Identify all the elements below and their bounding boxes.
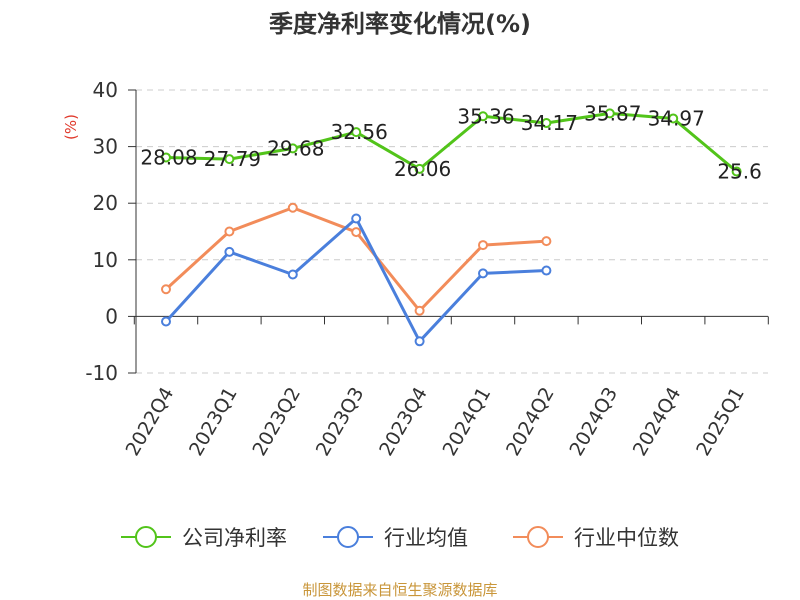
data-label: 32.56 [331, 120, 388, 144]
data-point [541, 236, 552, 247]
data-label: 27.79 [204, 147, 261, 171]
data-point [414, 163, 425, 174]
series-line [165, 111, 738, 173]
y-tick-label: 10 [93, 248, 118, 272]
data-label: 25.6 [717, 160, 762, 184]
data-point [668, 113, 679, 124]
x-tick-label: 2023Q4 [375, 384, 432, 460]
data-point [351, 213, 362, 224]
data-point [541, 117, 552, 128]
data-point [541, 265, 552, 276]
data-point [478, 240, 488, 251]
data-point [224, 154, 235, 165]
legend-label: 行业中位数 [574, 526, 679, 550]
x-tick-label: 2023Q1 [185, 384, 242, 460]
data-point [287, 269, 298, 280]
data-point [351, 127, 362, 138]
y-tick-label: 30 [93, 135, 118, 159]
data-point [478, 111, 488, 122]
y-tick-label: 0 [105, 304, 118, 328]
data-label: 26.06 [394, 157, 451, 181]
x-tick-label: 2023Q3 [312, 384, 369, 460]
y-axis-unit-label: (%) [62, 114, 80, 140]
data-point [161, 152, 171, 163]
data-label: 35.36 [457, 104, 514, 128]
legend-marker [337, 526, 359, 548]
data-point [224, 226, 235, 237]
x-tick-label: 2024Q3 [565, 384, 622, 460]
data-point [287, 143, 298, 154]
data-point [161, 284, 171, 295]
data-point [604, 108, 615, 119]
data-label: 35.87 [584, 101, 641, 125]
data-label: 28.08 [140, 145, 197, 169]
source-note: 制图数据来自恒生聚源数据库 [302, 581, 497, 599]
series-layer [161, 108, 742, 347]
data-label: 34.17 [521, 111, 578, 135]
data-point [731, 166, 742, 177]
chart-title: 季度净利率变化情况(%) [269, 10, 531, 38]
y-tick-label: 40 [93, 78, 118, 102]
legend-label: 公司净利率 [182, 526, 287, 550]
data-label: 29.68 [267, 136, 324, 160]
legend-marker [135, 526, 157, 548]
x-tick-label: 2022Q4 [122, 384, 179, 460]
y-tick-label: 20 [93, 191, 118, 215]
data-point [351, 227, 362, 238]
data-point [161, 316, 171, 327]
x-tick-label: 2024Q4 [629, 384, 686, 460]
data-point [478, 268, 488, 279]
legend: 公司净利率 行业均值 行业中位数 [121, 526, 679, 550]
data-point [287, 202, 298, 213]
x-tick-label: 2023Q2 [248, 384, 305, 460]
data-label: 34.97 [648, 106, 705, 130]
data-point [224, 246, 235, 257]
x-tick-label: 2025Q1 [692, 384, 749, 460]
data-point [414, 305, 425, 316]
data-point [414, 336, 425, 347]
y-tick-label: -10 [85, 361, 118, 385]
legend-label: 行业均值 [384, 526, 468, 550]
x-tick-label: 2024Q2 [502, 384, 559, 460]
x-tick-label: 2024Q1 [439, 384, 496, 460]
legend-marker [527, 526, 549, 548]
